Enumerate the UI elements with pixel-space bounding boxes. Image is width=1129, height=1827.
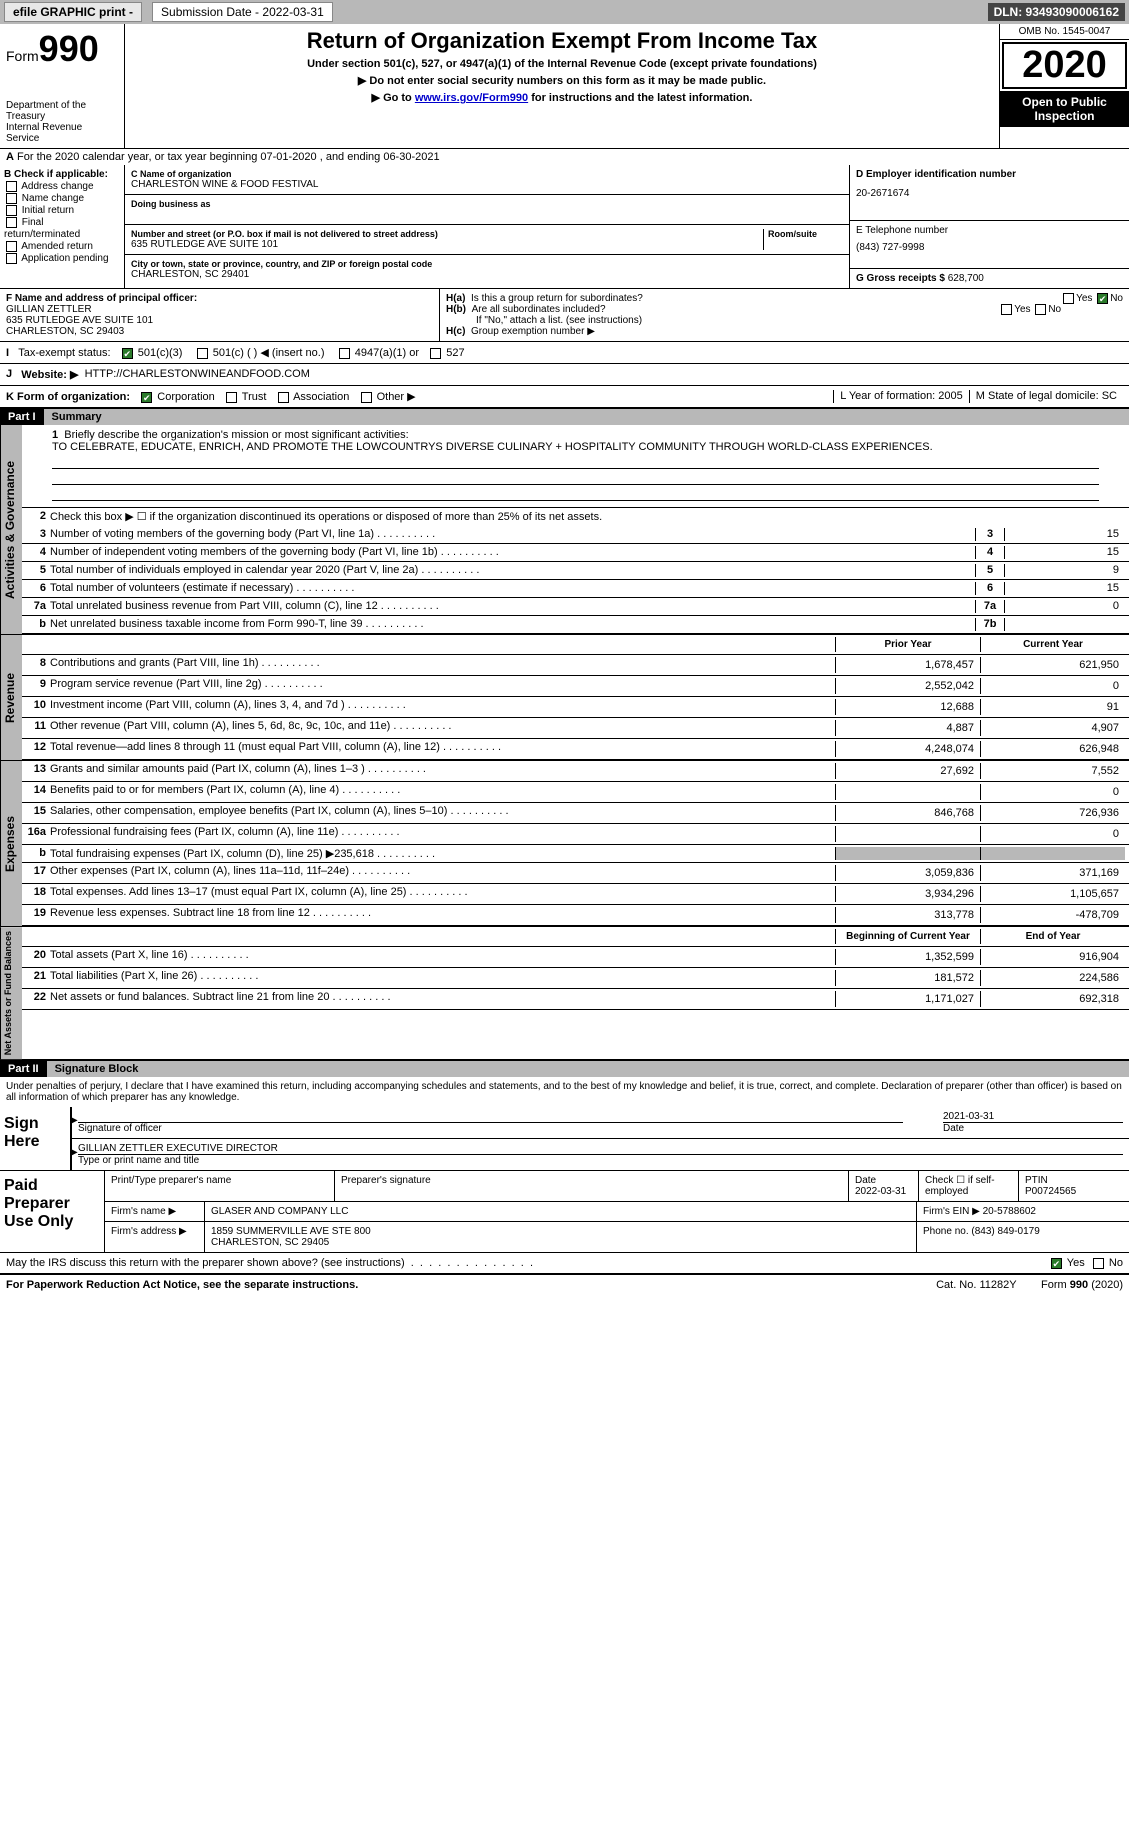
summary-line-11: 11Other revenue (Part VIII, column (A), …	[22, 718, 1129, 739]
section-f-h: F Name and address of principal officer:…	[0, 289, 1129, 342]
tab-expenses: Expenses	[0, 761, 22, 926]
part-i-header: Part I Summary	[0, 408, 1129, 425]
col-headers-py-cy: Prior Year Current Year	[22, 635, 1129, 655]
dln: DLN: 93493090006162	[988, 3, 1125, 21]
omb-number: OMB No. 1545-0047	[1000, 24, 1129, 40]
section-h: H(a) Is this a group return for subordin…	[440, 289, 1129, 341]
summary-line-21: 21Total liabilities (Part X, line 26)181…	[22, 968, 1129, 989]
summary-line-20: 20Total assets (Part X, line 16)1,352,59…	[22, 947, 1129, 968]
section-b-checkboxes: B Check if applicable: Address change Na…	[0, 165, 125, 288]
form-title: Return of Organization Exempt From Incom…	[133, 28, 991, 54]
summary-line-7b: bNet unrelated business taxable income f…	[22, 616, 1129, 634]
officer-signature[interactable]: 2021-03-31 Signature of officer Date	[72, 1107, 1129, 1139]
preparer-row-1: Print/Type preparer's name Preparer's si…	[105, 1171, 1129, 1202]
summary-line-4: 4Number of independent voting members of…	[22, 544, 1129, 562]
summary-line-7a: 7aTotal unrelated business revenue from …	[22, 598, 1129, 616]
summary-line-b: bTotal fundraising expenses (Part IX, co…	[22, 845, 1129, 863]
summary-line-17: 17Other expenses (Part IX, column (A), l…	[22, 863, 1129, 884]
discuss-with-preparer: May the IRS discuss this return with the…	[0, 1253, 1129, 1275]
city-state-zip: City or town, state or province, country…	[125, 255, 849, 285]
year-formation: L Year of formation: 2005	[833, 390, 969, 403]
summary-line-13: 13Grants and similar amounts paid (Part …	[22, 761, 1129, 782]
state-domicile: M State of legal domicile: SC	[969, 390, 1123, 403]
note-no-ssn: ▶ Do not enter social security numbers o…	[133, 74, 991, 87]
tab-net-assets: Net Assets or Fund Balances	[0, 927, 22, 1059]
section-b-through-g: B Check if applicable: Address change Na…	[0, 165, 1129, 289]
form-of-organization: K Form of organization: Corporation Trus…	[0, 386, 1129, 408]
submission-date: Submission Date - 2022-03-31	[152, 2, 333, 22]
paid-preparer-block: Paid Preparer Use Only Print/Type prepar…	[0, 1171, 1129, 1253]
dept-treasury: Department of the Treasury Internal Reve…	[6, 100, 118, 144]
officer-name: GILLIAN ZETTLER EXECUTIVE DIRECTOR Type …	[72, 1139, 1129, 1170]
topbar: efile GRAPHIC print - Submission Date - …	[0, 0, 1129, 24]
tab-governance: Activities & Governance	[0, 425, 22, 634]
form-number: Form990	[6, 28, 118, 70]
summary-line-19: 19Revenue less expenses. Subtract line 1…	[22, 905, 1129, 926]
firm-address-row: Firm's address ▶ 1859 SUMMERVILLE AVE ST…	[105, 1222, 1129, 1252]
dba: Doing business as	[125, 195, 849, 225]
gross-receipts: G Gross receipts $ 628,700	[850, 269, 1129, 288]
principal-officer: F Name and address of principal officer:…	[0, 289, 440, 341]
summary-line-16a: 16aProfessional fundraising fees (Part I…	[22, 824, 1129, 845]
telephone: E Telephone number (843) 727-9998	[850, 221, 1129, 269]
firm-name-row: Firm's name ▶ GLASER AND COMPANY LLC Fir…	[105, 1202, 1129, 1222]
mission-statement: 1 Briefly describe the organization's mi…	[22, 425, 1129, 508]
summary-line-9: 9Program service revenue (Part VIII, lin…	[22, 676, 1129, 697]
street-address: Number and street (or P.O. box if mail i…	[125, 225, 849, 255]
summary-line-10: 10Investment income (Part VIII, column (…	[22, 697, 1129, 718]
website: J Website: ▶ HTTP://CHARLESTONWINEANDFOO…	[0, 364, 1129, 386]
summary-line-6: 6Total number of volunteers (estimate if…	[22, 580, 1129, 598]
note-goto: ▶ Go to www.irs.gov/Form990 for instruct…	[133, 91, 991, 104]
summary-line-12: 12Total revenue—add lines 8 through 11 (…	[22, 739, 1129, 760]
tax-exempt-status: I Tax-exempt status: 501(c)(3) 501(c) ( …	[0, 342, 1129, 364]
penalty-statement: Under penalties of perjury, I declare th…	[0, 1077, 1129, 1107]
summary-line-14: 14Benefits paid to or for members (Part …	[22, 782, 1129, 803]
open-to-public: Open to Public Inspection	[1000, 91, 1129, 127]
summary-line-3: 3Number of voting members of the governi…	[22, 526, 1129, 544]
sign-here-block: Sign Here 2021-03-31 Signature of office…	[0, 1107, 1129, 1171]
summary-line-18: 18Total expenses. Add lines 13–17 (must …	[22, 884, 1129, 905]
org-name: C Name of organization CHARLESTON WINE &…	[125, 165, 849, 195]
tab-revenue: Revenue	[0, 635, 22, 760]
form-subtitle: Under section 501(c), 527, or 4947(a)(1)…	[133, 58, 991, 70]
ein: D Employer identification number 20-2671…	[850, 165, 1129, 221]
col-headers-begin-end: Beginning of Current Year End of Year	[22, 927, 1129, 947]
summary-line-22: 22Net assets or fund balances. Subtract …	[22, 989, 1129, 1010]
part-ii-header: Part II Signature Block	[0, 1060, 1129, 1077]
efile-print-button[interactable]: efile GRAPHIC print -	[4, 2, 142, 22]
page-footer: For Paperwork Reduction Act Notice, see …	[0, 1275, 1129, 1295]
line-a-tax-year: A For the 2020 calendar year, or tax yea…	[0, 149, 1129, 165]
form-header: Form990 Department of the Treasury Inter…	[0, 24, 1129, 149]
summary-line-15: 15Salaries, other compensation, employee…	[22, 803, 1129, 824]
summary-line-8: 8Contributions and grants (Part VIII, li…	[22, 655, 1129, 676]
irs-link[interactable]: www.irs.gov/Form990	[415, 92, 528, 104]
tax-year: 2020	[1002, 42, 1127, 89]
summary-line-5: 5Total number of individuals employed in…	[22, 562, 1129, 580]
line-2: 2Check this box ▶ ☐ if the organization …	[22, 508, 1129, 526]
